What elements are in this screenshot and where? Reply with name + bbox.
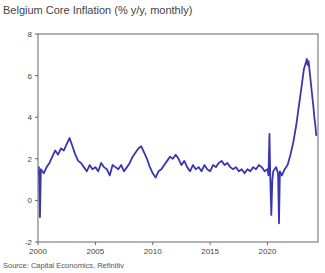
- plot-area: [38, 59, 316, 223]
- source: Source: Capital Economics, Refinitiv: [3, 261, 124, 270]
- chart: Belgium Core Inflation (% y/y, monthly) S…: [0, 0, 325, 273]
- x-tick-label: 2015: [201, 247, 219, 256]
- x-tick-label: 2005: [86, 247, 104, 256]
- y-tick-label: 4: [28, 113, 33, 122]
- x-tick-label: 2000: [29, 247, 47, 256]
- y-tick-label: 6: [28, 72, 33, 81]
- y-tick-label: -2: [25, 238, 33, 247]
- x-tick-label: 2010: [144, 247, 162, 256]
- y-tick-label: 0: [28, 196, 33, 205]
- y-tick-label: 8: [28, 30, 33, 39]
- title: Belgium Core Inflation (% y/y, monthly): [3, 4, 192, 16]
- line-series: [38, 59, 316, 223]
- x-tick-label: 2020: [259, 247, 277, 256]
- plot-frame: [38, 34, 318, 242]
- y-tick-label: 2: [28, 155, 33, 164]
